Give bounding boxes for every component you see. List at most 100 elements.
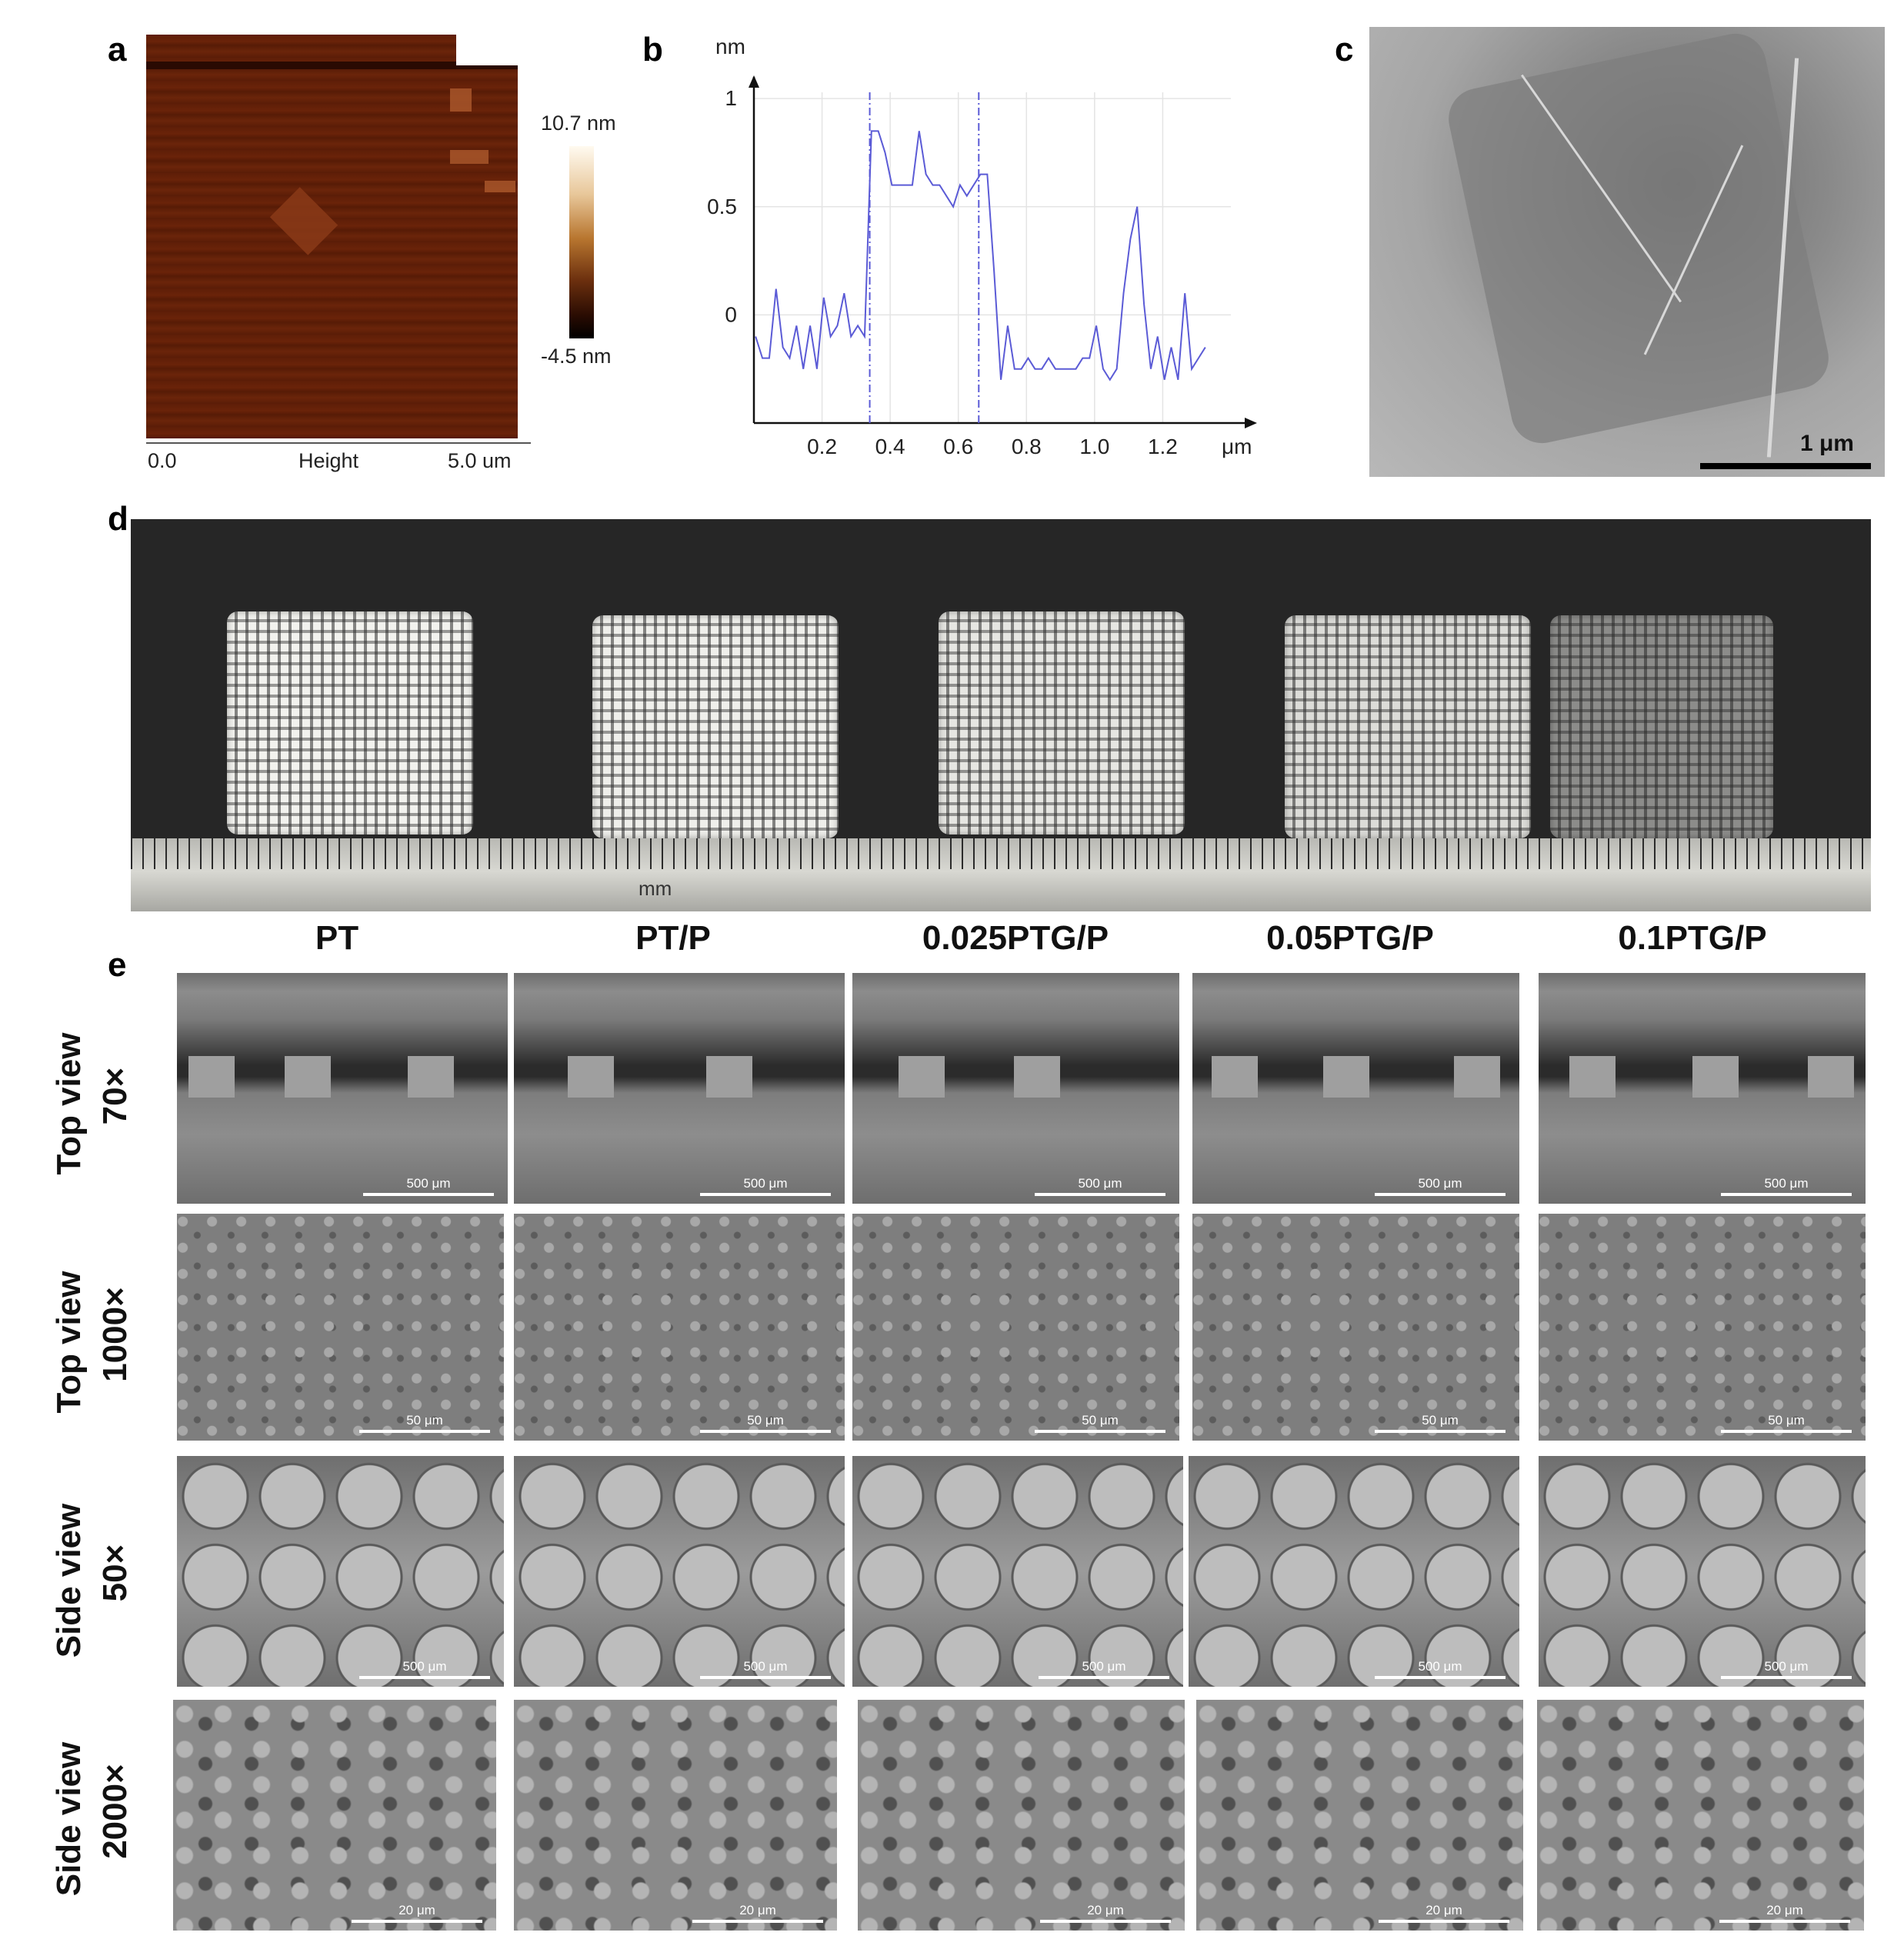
tem-scale-label: 1 μm xyxy=(1799,431,1854,456)
colorbar-max-label: 10.7 nm xyxy=(541,112,616,135)
profile-series-line xyxy=(755,130,1206,381)
row-view-label: Side view xyxy=(50,1503,88,1658)
height-profile-chart: 0.2 0.4 0.6 0.8 1.0 1.2 0 0.5 1 nm μm xyxy=(707,35,1257,458)
sem-pt-p-top-70x: 500 μm xyxy=(514,973,845,1204)
scale-bar: 500 μm xyxy=(700,1659,831,1679)
tem-scale-bar xyxy=(1700,463,1871,469)
row-view-label: Side view xyxy=(50,1741,88,1897)
scale-bar: 500 μm xyxy=(1375,1659,1506,1679)
panel-b-letter: b xyxy=(642,31,663,68)
column-label-005ptg-p: 0.05PTG/P xyxy=(1266,919,1434,957)
row-mag-label: 50× xyxy=(96,1544,134,1602)
scale-bar: 50 μm xyxy=(1721,1413,1852,1433)
y-tick-label: 1 xyxy=(725,86,737,110)
scaffold-01ptg-p xyxy=(1550,615,1773,838)
chart-tick-labels: 0.2 0.4 0.6 0.8 1.0 1.2 0 0.5 1 xyxy=(707,86,1178,458)
y-tick-label: 0.5 xyxy=(707,195,737,218)
y-axis-arrow xyxy=(749,75,759,88)
afm-flake xyxy=(450,150,489,164)
scale-bar: 20 μm xyxy=(352,1903,482,1923)
sem-pt-p-top-1000x: 50 μm xyxy=(514,1214,845,1441)
scale-bar: 20 μm xyxy=(1719,1903,1850,1923)
x-tick-label: 1.0 xyxy=(1079,435,1109,458)
row-mag-label: 2000× xyxy=(96,1764,134,1859)
sem-005ptg-p-top-1000x: 50 μm xyxy=(1192,1214,1519,1441)
sem-pt-top-70x: 500 μm xyxy=(177,973,508,1204)
ruler-unit: mm xyxy=(639,877,672,900)
sem-pt-p-side-50x: 500 μm xyxy=(514,1456,845,1687)
scale-bar: 500 μm xyxy=(359,1659,490,1679)
afm-flake xyxy=(485,181,515,192)
afm-x-label: Height xyxy=(298,449,359,472)
scaffold-pt xyxy=(227,611,473,835)
ruler-ticks xyxy=(131,838,1871,869)
scaffold-pt-p xyxy=(592,615,839,838)
row-mag-label: 70× xyxy=(96,1067,134,1125)
sem-01ptg-p-top-70x: 500 μm xyxy=(1539,973,1866,1204)
column-label-pt-p: PT/P xyxy=(635,919,711,957)
scale-bar: 20 μm xyxy=(1040,1903,1171,1923)
afm-axis-line xyxy=(146,442,531,444)
afm-flake xyxy=(269,187,338,255)
column-label-01ptg-p: 0.1PTG/P xyxy=(1618,919,1767,957)
sem-01ptg-p-side-50x: 500 μm xyxy=(1539,1456,1866,1687)
scale-bar: 500 μm xyxy=(363,1176,494,1196)
x-tick-label: 0.6 xyxy=(943,435,973,458)
row-view-label: Top view xyxy=(50,1032,88,1175)
panel-a-letter: a xyxy=(108,31,127,68)
afm-x-end: 5.0 um xyxy=(448,449,512,472)
scale-bar: 50 μm xyxy=(1035,1413,1165,1433)
sem-005ptg-p-side-50x: 500 μm xyxy=(1189,1456,1519,1687)
chart-axes xyxy=(749,75,1257,428)
y-axis-unit: nm xyxy=(715,35,745,58)
scale-bar: 50 μm xyxy=(700,1413,831,1433)
sem-0025ptg-p-side-50x: 500 μm xyxy=(852,1456,1183,1687)
row-mag-label: 1000× xyxy=(96,1287,134,1382)
afm-scan-line xyxy=(146,62,518,69)
scale-bar: 20 μm xyxy=(1379,1903,1509,1923)
scale-bar: 500 μm xyxy=(1035,1176,1165,1196)
sem-005ptg-p-top-70x: 500 μm xyxy=(1192,973,1519,1204)
x-tick-label: 0.2 xyxy=(807,435,837,458)
sem-005ptg-p-side-2000x: 20 μm xyxy=(1196,1700,1523,1931)
x-axis-unit: μm xyxy=(1222,435,1252,458)
tem-image: 1 μm xyxy=(1369,27,1885,477)
scale-bar: 20 μm xyxy=(692,1903,823,1923)
x-tick-label: 0.8 xyxy=(1012,435,1042,458)
sem-0025ptg-p-top-70x: 500 μm xyxy=(852,973,1179,1204)
scale-bar: 500 μm xyxy=(700,1176,831,1196)
row-view-label: Top view xyxy=(50,1271,88,1414)
sem-01ptg-p-side-2000x: 20 μm xyxy=(1537,1700,1864,1931)
scale-bar: 50 μm xyxy=(1375,1413,1506,1433)
colorbar-min-label: -4.5 nm xyxy=(541,345,612,368)
afm-map-corner xyxy=(456,35,518,65)
x-tick-label: 1.2 xyxy=(1148,435,1178,458)
scale-bar: 500 μm xyxy=(1039,1659,1169,1679)
afm-colorbar xyxy=(569,146,594,338)
afm-height-map xyxy=(146,35,518,438)
sem-pt-side-50x: 500 μm xyxy=(177,1456,504,1687)
scaffold-photo xyxy=(131,519,1871,838)
column-label-0025ptg-p: 0.025PTG/P xyxy=(922,919,1109,957)
scaffold-0025ptg-p xyxy=(939,611,1185,835)
x-tick-label: 0.4 xyxy=(875,435,905,458)
y-tick-label: 0 xyxy=(725,302,737,326)
sem-01ptg-p-top-1000x: 50 μm xyxy=(1539,1214,1866,1441)
sem-pt-p-side-2000x: 20 μm xyxy=(514,1700,837,1931)
scale-bar: 500 μm xyxy=(1721,1659,1852,1679)
sem-pt-side-2000x: 20 μm xyxy=(173,1700,496,1931)
panel-c-letter: c xyxy=(1335,31,1354,68)
afm-x-start: 0.0 xyxy=(148,449,177,472)
sem-0025ptg-p-top-1000x: 50 μm xyxy=(852,1214,1179,1441)
sem-0025ptg-p-side-2000x: 20 μm xyxy=(858,1700,1185,1931)
x-axis-arrow xyxy=(1245,418,1257,428)
sem-pt-top-1000x: 50 μm xyxy=(177,1214,504,1441)
scale-bar: 500 μm xyxy=(1375,1176,1506,1196)
scale-bar: 500 μm xyxy=(1721,1176,1852,1196)
scale-bar: 50 μm xyxy=(359,1413,490,1433)
chart-boundary-lines xyxy=(869,92,980,423)
scaffold-005ptg-p xyxy=(1285,615,1531,838)
panel-e-letter: e xyxy=(108,946,127,984)
ruler: mm xyxy=(131,838,1871,911)
column-label-pt: PT xyxy=(315,919,359,957)
